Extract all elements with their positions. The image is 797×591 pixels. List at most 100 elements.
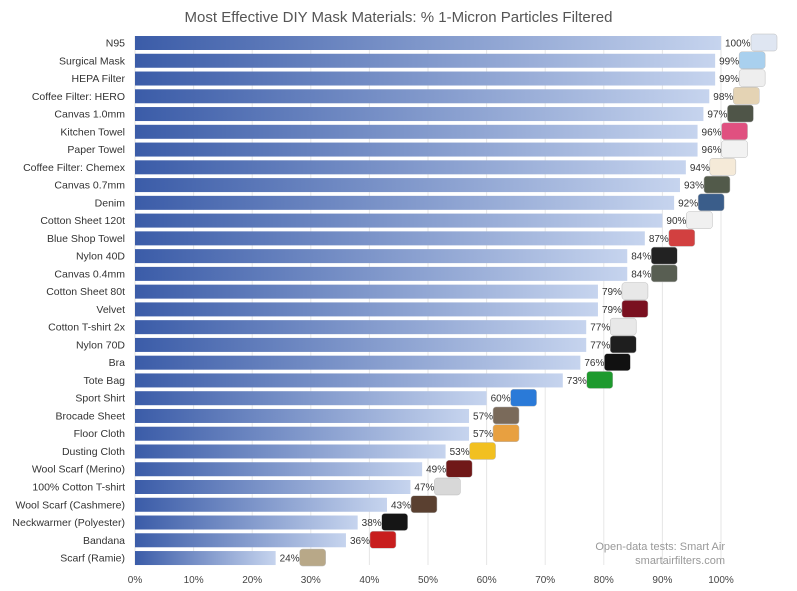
- category-label: Cotton T-shirt 2x: [48, 322, 126, 334]
- category-label: Neckwarmer (Polyester): [12, 517, 125, 529]
- value-label: 98%: [713, 92, 733, 103]
- material-swatch-icon: [733, 87, 760, 105]
- bar: [135, 444, 446, 459]
- bar: [135, 320, 587, 335]
- x-tick-label: 50%: [418, 575, 438, 586]
- x-tick-label: 10%: [184, 575, 204, 586]
- value-label: 36%: [350, 536, 370, 547]
- x-tick-label: 30%: [301, 575, 321, 586]
- category-label: 100% Cotton T-shirt: [32, 482, 125, 494]
- bar: [135, 178, 680, 193]
- category-label: Cotton Sheet 80t: [46, 286, 125, 298]
- value-label: 77%: [590, 340, 610, 351]
- bar: [135, 213, 663, 228]
- material-swatch-icon: [609, 317, 637, 336]
- value-label: 87%: [649, 234, 669, 245]
- x-tick-label: 90%: [652, 575, 672, 586]
- material-swatch-icon: [609, 335, 637, 354]
- bar: [135, 515, 358, 530]
- category-label: Tote Bag: [84, 375, 126, 387]
- material-swatch-icon: [721, 140, 748, 158]
- value-label: 92%: [678, 198, 698, 209]
- category-label: Dusting Cloth: [62, 446, 125, 458]
- value-label: 97%: [707, 110, 727, 121]
- bar: [135, 373, 563, 388]
- category-label: Velvet: [96, 304, 125, 316]
- x-axis-ticks: 0% 10% 20% 30% 40% 50% 60% 70% 80% 90% 100%: [128, 575, 734, 586]
- x-tick-label: 20%: [242, 575, 262, 586]
- material-swatch-icon: [650, 264, 678, 283]
- bar: [135, 89, 710, 104]
- category-label: Nylon 70D: [76, 339, 125, 351]
- material-swatch-icon: [381, 513, 408, 531]
- value-label: 99%: [719, 56, 739, 67]
- category-label: Coffee Filter: Chemex: [23, 162, 126, 174]
- material-swatch-icon: [738, 51, 766, 70]
- grid-lines: [134, 36, 722, 565]
- material-swatch-icon: [686, 211, 713, 229]
- category-label: Bra: [109, 357, 126, 369]
- bar: [135, 266, 628, 281]
- bar: [135, 337, 587, 352]
- material-swatch-icon: [727, 104, 754, 123]
- value-label: 60%: [491, 394, 511, 405]
- bar: [135, 408, 470, 423]
- value-label: 77%: [590, 323, 610, 334]
- bar: [135, 231, 645, 246]
- bar: [135, 124, 698, 139]
- value-label: 84%: [631, 252, 651, 263]
- value-label: 43%: [391, 500, 411, 511]
- bar: [135, 53, 716, 68]
- value-label: 96%: [702, 127, 722, 138]
- category-label: Canvas 0.7mm: [54, 180, 125, 192]
- x-tick-label: 0%: [128, 575, 143, 586]
- material-swatch-icon: [750, 33, 778, 52]
- bar: [135, 462, 423, 477]
- value-label: 24%: [280, 554, 300, 565]
- bar: [135, 195, 675, 210]
- value-label: 90%: [666, 216, 686, 227]
- category-label: Denim: [95, 197, 126, 209]
- category-label: Canvas 1.0mm: [54, 109, 125, 121]
- bars: [135, 36, 721, 566]
- material-swatch-icon: [721, 122, 748, 141]
- category-label: Wool Scarf (Cashmere): [15, 499, 125, 511]
- value-label: 38%: [362, 518, 382, 529]
- material-swatch-icon: [650, 246, 678, 265]
- category-label: Nylon 40D: [76, 251, 125, 263]
- value-label: 76%: [584, 358, 604, 369]
- value-label: 49%: [426, 465, 446, 476]
- x-tick-label: 70%: [535, 575, 555, 586]
- material-swatch-icon: [492, 424, 520, 442]
- value-label: 53%: [450, 447, 470, 458]
- source-note: Open-data tests: Smart Air smartairfilte…: [595, 540, 725, 568]
- bar: [135, 160, 686, 175]
- value-label: 73%: [567, 376, 587, 387]
- bar: [135, 249, 628, 264]
- material-swatch-icon: [621, 282, 649, 300]
- bar: [135, 36, 721, 50]
- material-swatch-icon: [621, 300, 649, 318]
- material-swatch-icon: [469, 442, 496, 460]
- category-label: Bandana: [83, 535, 125, 547]
- bar: [135, 302, 598, 317]
- category-label: Sport Shirt: [75, 393, 125, 405]
- category-label: Surgical Mask: [59, 55, 126, 67]
- material-swatch-icon: [445, 459, 473, 478]
- material-swatch-icon: [434, 477, 461, 496]
- category-label: Canvas 0.4mm: [54, 268, 125, 280]
- category-label: Kitchen Towel: [60, 126, 125, 138]
- bar: [135, 551, 276, 566]
- value-label: 99%: [719, 74, 739, 85]
- category-label: Paper Towel: [67, 144, 125, 156]
- material-swatch-icon: [369, 531, 397, 549]
- material-swatch-icon: [709, 158, 737, 176]
- value-label: 47%: [414, 483, 434, 494]
- material-swatch-icon: [738, 69, 766, 87]
- material-swatch-icon: [410, 495, 438, 514]
- value-label: 79%: [602, 305, 622, 316]
- x-tick-label: 100%: [708, 575, 734, 586]
- category-label: Cotton Sheet 120t: [40, 215, 125, 227]
- bar: [135, 107, 704, 122]
